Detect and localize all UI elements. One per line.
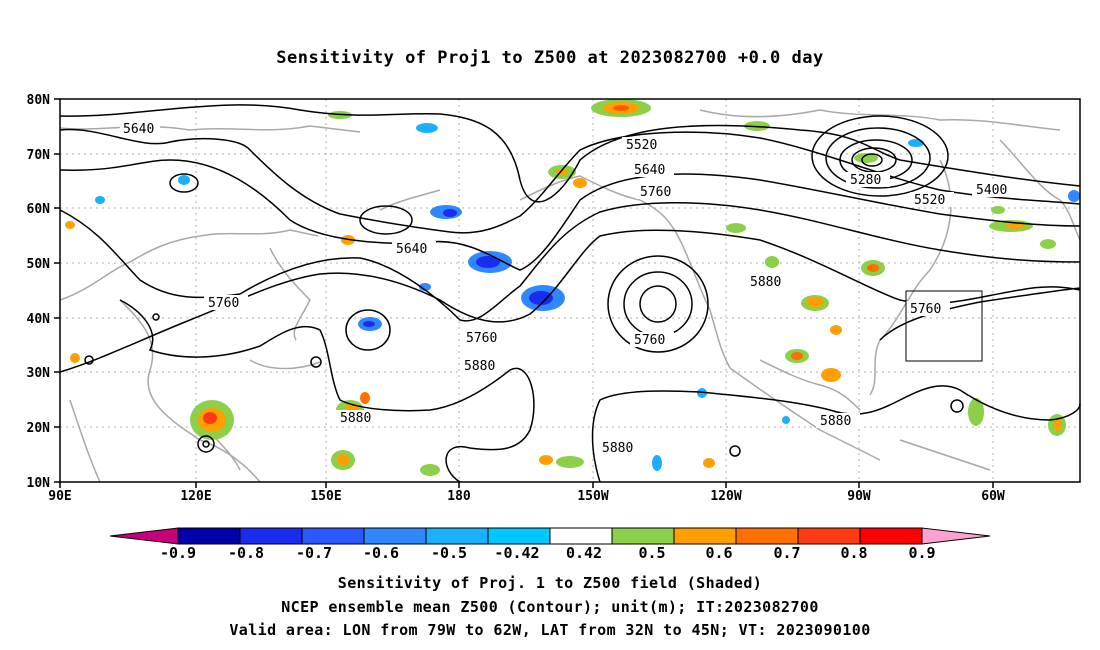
colorbar-label: 0.42 (566, 544, 602, 562)
colorbar-label: 0.5 (638, 544, 665, 562)
colorbar-label: 0.7 (773, 544, 800, 562)
lat-tick-label: 50N (27, 257, 51, 272)
colorbar-cell (177, 527, 241, 545)
lat-tick-label: 80N (27, 93, 51, 108)
contour-label: 5520 (626, 138, 657, 153)
colorbar-labels: -0.9 -0.8 -0.7 -0.6 -0.5 -0.42 0.42 0.5 … (160, 544, 936, 562)
contour-label: 5280 (850, 173, 881, 188)
colorbar-low-arrow (109, 527, 179, 545)
lon-tick-labels: 90E 120E 150E 180 150W 120W 90W 60W (48, 489, 1005, 504)
lat-tick-label: 30N (27, 366, 51, 381)
colorbar-cell (363, 527, 427, 545)
lon-tick-label: 120W (710, 489, 741, 504)
lon-tick-label: 180 (447, 489, 471, 504)
valid-area-box (905, 290, 983, 362)
caption-line-2: NCEP ensemble mean Z500 (Contour); unit(… (281, 598, 819, 616)
map-border (59, 98, 1081, 483)
contour-label: 5880 (750, 275, 781, 290)
colorbar-high-arrow (921, 527, 991, 545)
contour-label: 5760 (466, 331, 497, 346)
lat-tick-label: 10N (27, 476, 51, 491)
colorbar-cell (487, 527, 551, 545)
lat-tick-label: 20N (27, 421, 51, 436)
colorbar-cell (673, 527, 737, 545)
colorbar-label: -0.7 (296, 544, 332, 562)
colorbar-label: 0.8 (840, 544, 867, 562)
sensitivity-shading (65, 99, 1080, 476)
colorbar-label: -0.8 (228, 544, 264, 562)
lon-tick-label: 150W (577, 489, 608, 504)
contour-label: 5640 (396, 242, 427, 257)
colorbar-cell (301, 527, 365, 545)
colorbar-cell (735, 527, 799, 545)
contour-label: 5520 (914, 193, 945, 208)
contour-label: 5880 (602, 441, 633, 456)
contour-label-group: 5640 5520 5640 5760 5280 5400 5520 5640 … (120, 121, 1016, 456)
lon-tick-label: 150E (310, 489, 341, 504)
colorbar-cells (177, 527, 923, 545)
contour-label: 5760 (910, 302, 941, 317)
colorbar: -0.9 -0.8 -0.7 -0.6 -0.5 -0.42 0.42 0.5 … (109, 527, 991, 562)
lon-tick-label: 90E (48, 489, 71, 504)
map-title: Sensitivity of Proj1 to Z500 at 20230827… (276, 48, 824, 68)
colorbar-cell (797, 527, 861, 545)
coastlines (59, 109, 1081, 483)
lon-tick-label: 120E (180, 489, 211, 504)
lon-tick-label: 90W (847, 489, 871, 504)
contour-label: 5640 (634, 163, 665, 178)
axis-ticks (54, 98, 994, 488)
caption-line-3: Valid area: LON from 79W to 62W, LAT fro… (229, 621, 871, 639)
caption-line-1: Sensitivity of Proj. 1 to Z500 field (Sh… (337, 574, 763, 592)
colorbar-cell (425, 527, 489, 545)
lat-tick-label: 40N (27, 312, 51, 327)
contour-label: 5760 (634, 333, 665, 348)
contour-label: 5760 (208, 296, 239, 311)
colorbar-cell (239, 527, 303, 545)
colorbar-cell (611, 527, 675, 545)
colorbar-label: -0.5 (431, 544, 467, 562)
colorbar-label: 0.6 (705, 544, 732, 562)
contour-label: 5640 (123, 122, 154, 137)
lat-tick-label: 70N (27, 148, 51, 163)
lat-tick-label: 60N (27, 202, 51, 217)
lon-tick-label: 60W (981, 489, 1005, 504)
lat-tick-labels: 80N 70N 60N 50N 40N 30N 20N 10N (27, 93, 51, 491)
colorbar-label: 0.9 (908, 544, 935, 562)
contour-label: 5880 (820, 414, 851, 429)
colorbar-label: -0.9 (160, 544, 196, 562)
contour-label: 5880 (464, 359, 495, 374)
colorbar-label: -0.6 (363, 544, 399, 562)
colorbar-cell (859, 527, 923, 545)
contour-label: 5760 (640, 185, 671, 200)
contour-label: 5880 (340, 411, 371, 426)
colorbar-label: -0.42 (494, 544, 539, 562)
colorbar-cell (549, 527, 613, 545)
contour-label: 5400 (976, 183, 1007, 198)
